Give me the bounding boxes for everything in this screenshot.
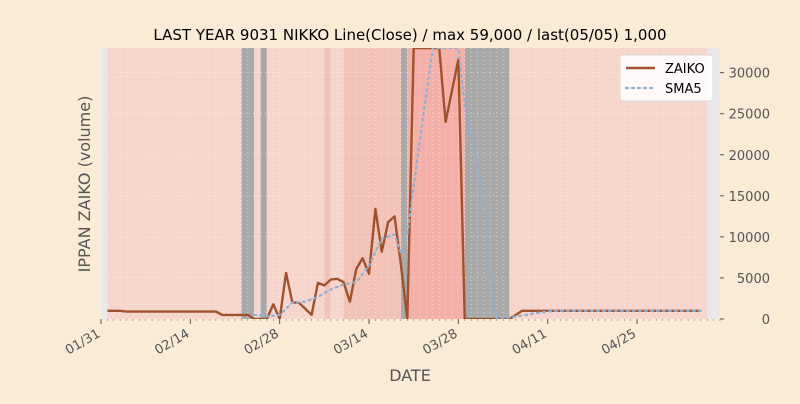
shaded-band-low: [330, 48, 344, 319]
shaded-band-low: [254, 48, 261, 319]
y-tick-label: 25000: [729, 108, 770, 123]
shaded-band-low: [107, 48, 242, 319]
y-tick-label: 0: [762, 313, 770, 328]
y-axis-label: IPPAN ZAIKO (volume): [75, 96, 94, 273]
shaded-band-mid: [343, 48, 401, 319]
chart-title: LAST YEAR 9031 NIKKO Line(Close) / max 5…: [153, 26, 666, 44]
shaded-band-high: [407, 48, 465, 319]
series-line-zaiko: [107, 48, 701, 319]
shaded-band-mid: [324, 48, 331, 319]
shaded-band-zero: [241, 48, 255, 319]
series-line-sma5: [253, 48, 702, 319]
y-tick-label: 15000: [729, 190, 770, 205]
shaded-band-zero: [260, 48, 267, 319]
x-axis-label: DATE: [389, 366, 431, 385]
y-axis: 0 5000 10000 15000 20000 25000 30000: [720, 67, 770, 328]
y-tick-label: 10000: [729, 231, 770, 246]
legend: ZAIKO SMA5: [619, 54, 714, 102]
shaded-band-low: [266, 48, 325, 319]
legend-box: [619, 54, 714, 102]
y-tick-label: 20000: [729, 149, 770, 164]
shaded-band-zero: [464, 48, 510, 319]
legend-label-sma5: SMA5: [665, 82, 702, 97]
y-tick-label: 5000: [737, 272, 770, 287]
plot-area: [100, 48, 721, 320]
legend-label-zaiko: ZAIKO: [665, 62, 705, 77]
shaded-bands: [107, 48, 708, 319]
shaded-band-zero: [400, 48, 408, 319]
series-lines: [107, 48, 702, 319]
y-tick-label: 30000: [729, 67, 770, 82]
